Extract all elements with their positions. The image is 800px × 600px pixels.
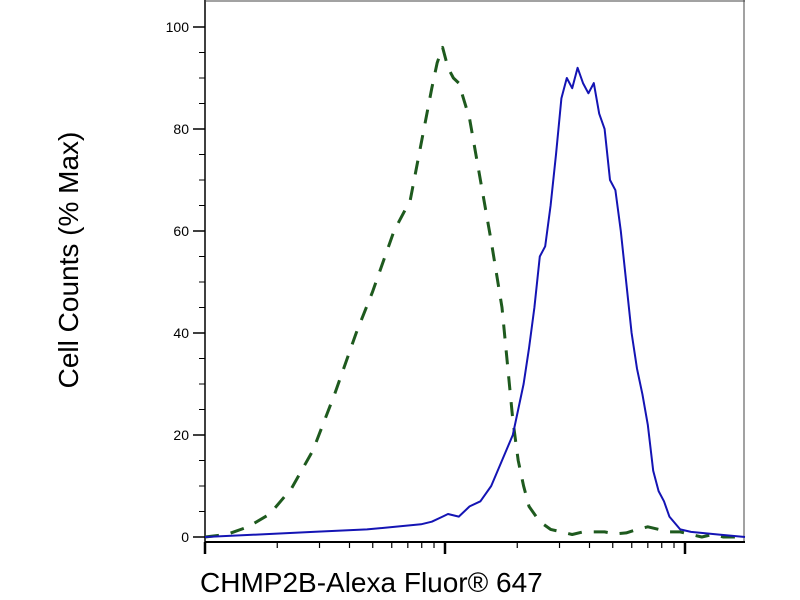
y-tick-label: 20	[173, 427, 189, 443]
series-layer	[204, 45, 746, 539]
y-tick-label: 60	[173, 223, 189, 239]
y-tick-label: 0	[181, 529, 189, 545]
y-tick-label: 100	[166, 19, 190, 35]
x-axis	[203, 541, 745, 554]
y-tick-label: 40	[173, 325, 189, 341]
y-axis-label: Cell Counts (% Max)	[53, 132, 84, 389]
solid-histogram-line	[204, 66, 746, 538]
x-axis-label: CHMP2B-Alexa Fluor® 647	[200, 567, 543, 598]
plot-frame	[204, 0, 745, 542]
y-tick-label: 80	[173, 121, 189, 137]
y-axis: 0 20 40 60 80 100	[166, 19, 205, 545]
dashed-histogram-line	[204, 45, 745, 539]
